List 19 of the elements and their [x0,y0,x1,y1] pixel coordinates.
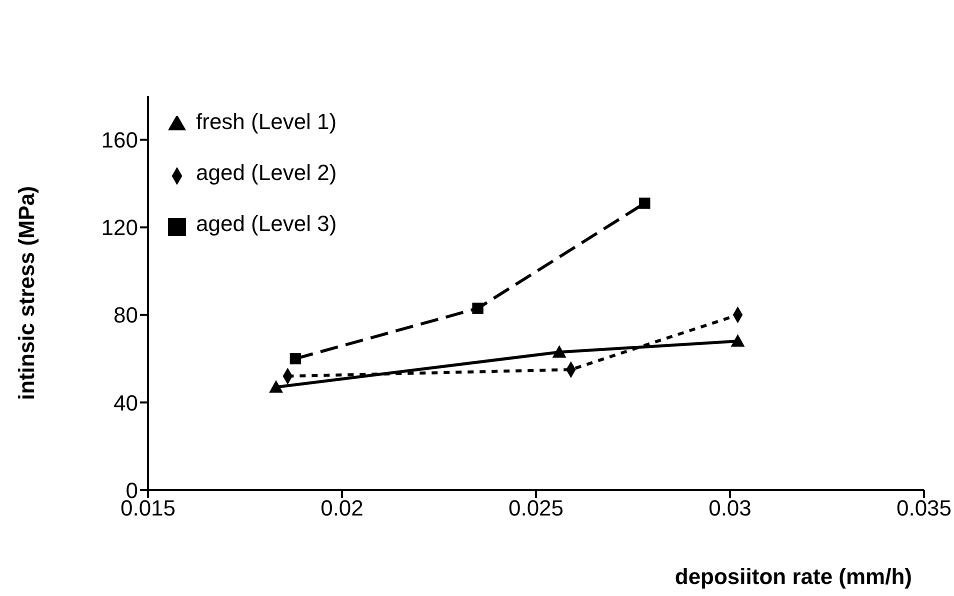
y-tick-label: 40 [114,390,138,416]
point [730,334,745,347]
point [269,380,284,393]
y-axis-title: intinsic stress (MPa) [14,186,39,400]
point [472,302,484,314]
x-tick-label: 0.03 [708,496,752,521]
legend-label: aged (Level 2) [196,160,337,185]
x-tick-label: 0.035 [896,496,952,521]
point [639,198,650,209]
y-tick-label: 160 [101,128,138,153]
legend-label: aged (Level 3) [196,211,337,236]
legend-label: fresh (Level 1) [196,109,337,134]
x-tick-label: 0.02 [320,496,364,521]
y-tick-label: 80 [114,302,138,328]
x-tick-label: 0.025 [508,496,564,521]
point [552,345,566,358]
y-tick-label: 120 [101,215,138,240]
x-axis-title: deposiiton rate (mm/h) [674,564,912,589]
point [290,353,302,364]
